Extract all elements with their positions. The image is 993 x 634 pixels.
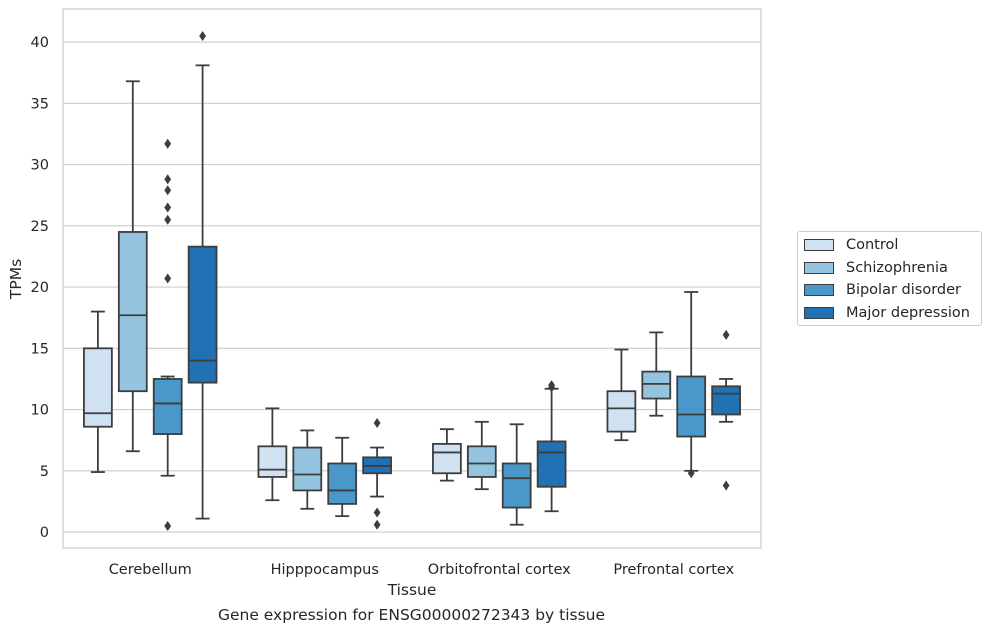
y-tick-label: 20 [31, 280, 49, 296]
y-tick-label: 5 [40, 464, 49, 480]
legend-label-schizophrenia: Schizophrenia [846, 260, 948, 276]
box-group [536, 380, 567, 513]
y-tick-label: 0 [40, 525, 49, 541]
outlier-point [373, 418, 381, 429]
outlier-point [164, 520, 172, 531]
box [432, 442, 462, 475]
figure-caption: Gene expression for ENSG00000272343 by t… [217, 606, 606, 624]
outlier-point [722, 329, 730, 340]
y-tick-label: 30 [31, 158, 49, 174]
x-tick-label: Prefrontal cortex [613, 562, 734, 578]
legend-swatch-control [804, 239, 834, 251]
box [152, 378, 183, 435]
box-group [327, 436, 358, 518]
x-tick-label: Hipppocampus [271, 562, 379, 578]
box [83, 347, 113, 428]
outlier-point [373, 507, 381, 518]
box [257, 445, 288, 478]
outlier-point [164, 174, 172, 185]
outlier-point [164, 273, 172, 284]
box-group [676, 291, 707, 479]
legend-swatch-major-depression [804, 307, 834, 319]
box-group [362, 418, 392, 530]
box-group [152, 138, 183, 531]
box [292, 446, 323, 492]
box [466, 445, 497, 478]
outlier-point [164, 202, 172, 213]
legend: Control Schizophrenia Bipolar disorder M… [797, 231, 982, 326]
legend-item-bipolar: Bipolar disorder [804, 280, 961, 300]
plot-frame [62, 8, 762, 549]
box-group [187, 30, 218, 520]
box [501, 462, 532, 509]
box [327, 462, 358, 505]
y-tick-label: 35 [31, 96, 49, 112]
outlier-point [164, 138, 172, 149]
box-group [117, 80, 148, 453]
outlier-point [164, 214, 172, 225]
box [711, 385, 741, 416]
box-group [466, 420, 497, 491]
x-tick-labels: Cerebellum Hipppocampus Orbitofrontal cort… [109, 562, 735, 578]
box-group [432, 428, 462, 482]
box [676, 375, 707, 438]
legend-swatch-bipolar [804, 284, 834, 296]
x-tick-label: Orbitofrontal cortex [428, 562, 571, 578]
box-group [292, 429, 323, 510]
box-group [83, 310, 113, 473]
box-group [606, 348, 637, 442]
outlier-point [373, 519, 381, 530]
box [187, 245, 218, 384]
plot-layer [83, 30, 741, 531]
legend-label-control: Control [846, 237, 899, 253]
box-group [641, 331, 672, 417]
legend-item-major-depression: Major depression [804, 303, 970, 323]
legend-label-bipolar: Bipolar disorder [846, 282, 961, 298]
x-tick-label: Cerebellum [109, 562, 192, 578]
box [641, 370, 672, 400]
y-tick-label: 25 [31, 219, 49, 235]
outlier-point [722, 480, 730, 491]
box [536, 440, 567, 488]
legend-swatch-schizophrenia [804, 262, 834, 274]
outlier-point [164, 185, 172, 196]
box [606, 390, 637, 433]
outlier-point [548, 380, 555, 391]
legend-item-schizophrenia: Schizophrenia [804, 258, 948, 278]
y-tick-label: 40 [31, 35, 49, 51]
y-axis-label: TPMs [7, 259, 25, 300]
outlier-point [199, 30, 206, 41]
y-tick-labels: 0 5 10 15 20 25 30 35 40 [31, 35, 49, 541]
y-tick-label: 10 [31, 403, 49, 419]
outlier-point [687, 468, 695, 479]
legend-label-major-depression: Major depression [846, 305, 970, 321]
box [117, 231, 148, 393]
box-group [257, 407, 288, 502]
x-axis-label: Tissue [387, 581, 437, 599]
box-group [711, 329, 741, 491]
y-tick-label: 15 [31, 341, 49, 357]
legend-item-control: Control [804, 235, 898, 255]
box-group [501, 423, 532, 526]
